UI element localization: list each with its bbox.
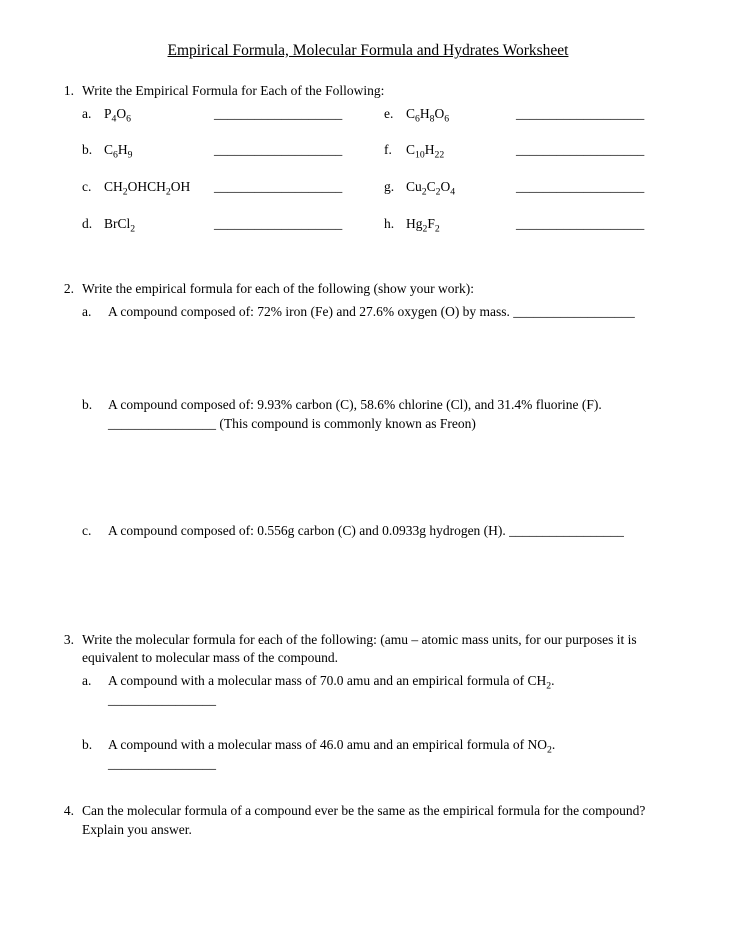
item-letter: c. <box>82 178 104 197</box>
q3-number: 3. <box>50 631 82 774</box>
page-title: Empirical Formula, Molecular Formula and… <box>50 40 686 62</box>
q4-text: Can the molecular formula of a compound … <box>82 802 686 840</box>
q1-item-c: c. CH2OHCH2OH ___________________ <box>82 178 384 197</box>
answer-blank: ___________________ <box>214 178 344 197</box>
q3-part-a: a. A compound with a molecular mass of 7… <box>82 672 686 710</box>
q1-item-h: h. Hg2F2 ___________________ <box>384 215 686 234</box>
q3-part-b: b. A compound with a molecular mass of 4… <box>82 736 686 774</box>
q1-number: 1. <box>50 82 82 252</box>
answer-blank: ___________________ <box>516 105 646 124</box>
q1-item-e: e. C6H8O6 ___________________ <box>384 105 686 124</box>
chemical-formula: C6H8O6 <box>406 105 516 124</box>
part-text: A compound with a molecular mass of 70.0… <box>108 672 686 691</box>
part-text-line2: ________________ (This compound is commo… <box>108 415 686 434</box>
item-letter: f. <box>384 141 406 160</box>
q1-right-column: e. C6H8O6 ___________________ f. C10H22 … <box>384 105 686 253</box>
answer-blank: ___________________ <box>516 178 646 197</box>
answer-blank: ___________________ <box>214 105 344 124</box>
item-letter: d. <box>82 215 104 234</box>
q1-left-column: a. P4O6 ___________________ b. C6H9 ____… <box>82 105 384 253</box>
q1-item-a: a. P4O6 ___________________ <box>82 105 384 124</box>
q2-part-a: a. A compound composed of: 72% iron (Fe)… <box>82 303 686 322</box>
chemical-formula: Hg2F2 <box>406 215 516 234</box>
q2-part-b: b. A compound composed of: 9.93% carbon … <box>82 396 686 434</box>
item-letter: h. <box>384 215 406 234</box>
part-text: A compound composed of: 72% iron (Fe) an… <box>108 303 686 322</box>
worksheet-page: Empirical Formula, Molecular Formula and… <box>0 0 736 952</box>
part-letter: c. <box>82 522 108 541</box>
item-letter: b. <box>82 141 104 160</box>
answer-blank: ___________________ <box>516 215 646 234</box>
q2-prompt: Write the empirical formula for each of … <box>82 280 686 299</box>
answer-blank: ___________________ <box>516 141 646 160</box>
item-letter: g. <box>384 178 406 197</box>
question-1: 1. Write the Empirical Formula for Each … <box>50 82 686 252</box>
chemical-formula: C6H9 <box>104 141 214 160</box>
item-letter: e. <box>384 105 406 124</box>
answer-blank: ___________________ <box>214 141 344 160</box>
question-3: 3. Write the molecular formula for each … <box>50 631 686 774</box>
q2-part-c: c. A compound composed of: 0.556g carbon… <box>82 522 686 541</box>
chemical-formula: C10H22 <box>406 141 516 160</box>
question-2: 2. Write the empirical formula for each … <box>50 280 686 540</box>
answer-blank: ___________________ <box>214 215 344 234</box>
part-letter: a. <box>82 672 108 710</box>
q1-item-d: d. BrCl2 ___________________ <box>82 215 384 234</box>
question-4: 4. Can the molecular formula of a compou… <box>50 802 686 840</box>
part-letter: b. <box>82 396 108 434</box>
part-text-line1: A compound composed of: 9.93% carbon (C)… <box>108 396 686 415</box>
q3-prompt: Write the molecular formula for each of … <box>82 631 686 669</box>
q1-prompt: Write the Empirical Formula for Each of … <box>82 82 686 101</box>
q1-item-f: f. C10H22 ___________________ <box>384 141 686 160</box>
part-text: A compound with a molecular mass of 46.0… <box>108 736 686 755</box>
answer-blank: ________________ <box>108 755 686 774</box>
q4-number: 4. <box>50 802 82 840</box>
part-letter: b. <box>82 736 108 774</box>
q2-number: 2. <box>50 280 82 540</box>
chemical-formula: BrCl2 <box>104 215 214 234</box>
part-text: A compound composed of: 0.556g carbon (C… <box>108 522 686 541</box>
answer-blank: ________________ <box>108 691 686 710</box>
q1-item-b: b. C6H9 ___________________ <box>82 141 384 160</box>
chemical-formula: Cu2C2O4 <box>406 178 516 197</box>
item-letter: a. <box>82 105 104 124</box>
chemical-formula: P4O6 <box>104 105 214 124</box>
q1-item-g: g. Cu2C2O4 ___________________ <box>384 178 686 197</box>
chemical-formula: CH2OHCH2OH <box>104 178 214 197</box>
part-letter: a. <box>82 303 108 322</box>
